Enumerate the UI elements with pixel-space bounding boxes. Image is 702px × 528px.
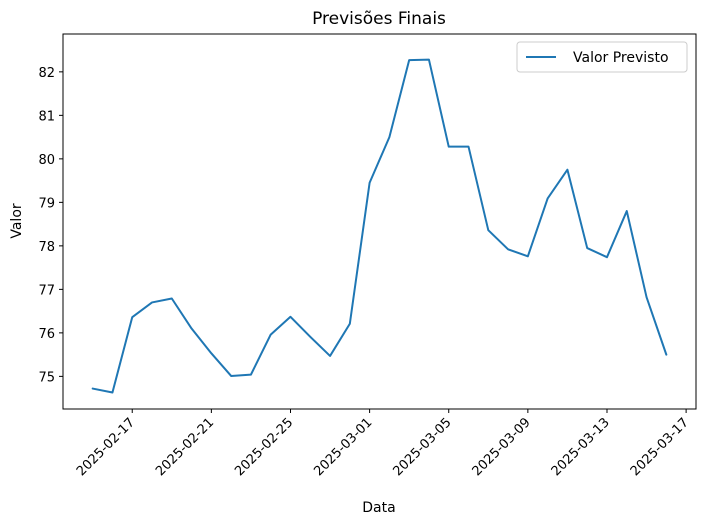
- y-tick-label: 80: [38, 153, 55, 168]
- y-axis-ticks: 75 76 77 78 79 80 81 82: [38, 66, 63, 385]
- x-axis-label: Data: [362, 500, 395, 516]
- plot-frame: [62, 33, 697, 410]
- legend-box: [516, 41, 688, 73]
- y-tick-label: 78: [38, 240, 55, 255]
- legend-label-valor-previsto: Valor Previsto: [573, 50, 669, 66]
- y-tick-label: 77: [38, 283, 55, 298]
- y-tick-label: 76: [38, 327, 55, 342]
- series-lines: [91, 58, 668, 394]
- y-axis-label: Valor: [9, 203, 25, 239]
- y-tick-label: 79: [38, 196, 55, 211]
- y-tick-label: 82: [38, 66, 55, 81]
- series-line-0: [91, 58, 668, 394]
- y-tick-label: 81: [38, 109, 55, 124]
- legend: Valor Previsto: [516, 41, 688, 73]
- y-tick-label: 75: [38, 370, 55, 385]
- chart-title: Previsões Finais: [312, 9, 446, 29]
